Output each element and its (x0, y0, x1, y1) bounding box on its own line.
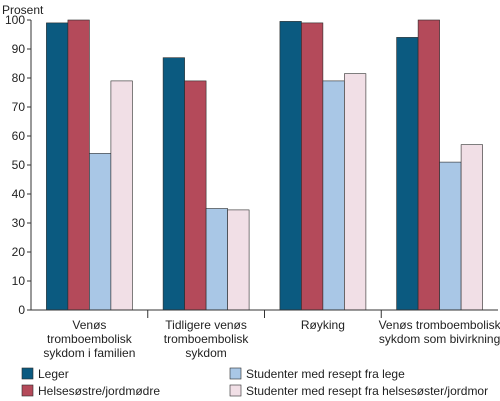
y-tick-label: 90 (12, 42, 26, 56)
y-tick-label: 20 (12, 245, 26, 259)
bars (46, 19, 483, 311)
bar (162, 57, 185, 311)
bar (67, 19, 90, 311)
y-axis: 0 10 20 30 40 50 60 70 80 90 100 (5, 13, 32, 317)
bar (46, 22, 69, 311)
legend-label: Studenter med resept fra helsesøster/jor… (246, 384, 488, 398)
y-tick-label: 10 (12, 274, 26, 288)
y-tick-label: 70 (12, 100, 26, 114)
bar (89, 153, 112, 311)
bar (322, 80, 345, 311)
bar (301, 22, 324, 311)
legend-swatch (229, 367, 242, 380)
x-category-label: Venøs (72, 318, 106, 332)
x-category-label: Venøs tromboembolisk (379, 318, 500, 332)
legend-swatch (229, 384, 242, 397)
legend-label: Helsesøstre/jordmødre (38, 384, 160, 398)
x-category-label: Røyking (301, 318, 345, 332)
bar (417, 19, 440, 311)
bar (396, 37, 419, 311)
x-category-label: tromboembolisk (164, 332, 250, 346)
y-tick-label: 30 (12, 216, 26, 230)
bar (184, 80, 207, 311)
bar (460, 144, 483, 311)
legend-label: Leger (38, 367, 69, 381)
legend-label: Studenter med resept fra lege (246, 367, 405, 381)
bar (439, 161, 462, 311)
x-category-label: sykdom i familien (43, 346, 135, 360)
x-category-label: sykdom (185, 346, 226, 360)
y-axis-title: Prosent (2, 3, 44, 17)
y-tick-label: 80 (12, 71, 26, 85)
x-category-label: sykdom som bivirkning (379, 332, 500, 346)
x-category-label: Tidligere venøs (165, 318, 247, 332)
y-tick-label: 0 (18, 303, 25, 317)
bar (110, 80, 133, 311)
y-tick-label: 100 (5, 13, 25, 27)
x-category-label: tromboembolisk (47, 332, 133, 346)
bar (279, 21, 302, 311)
legend-swatch (21, 384, 34, 397)
bar (344, 73, 367, 311)
y-tick-label: 60 (12, 129, 26, 143)
legend: Leger Helsesøstre/jordmødre Studenter med … (21, 367, 488, 398)
legend-swatch (21, 367, 34, 380)
y-tick-label: 40 (12, 187, 26, 201)
bar (227, 209, 250, 311)
bar (205, 208, 228, 311)
y-tick-label: 50 (12, 158, 26, 172)
